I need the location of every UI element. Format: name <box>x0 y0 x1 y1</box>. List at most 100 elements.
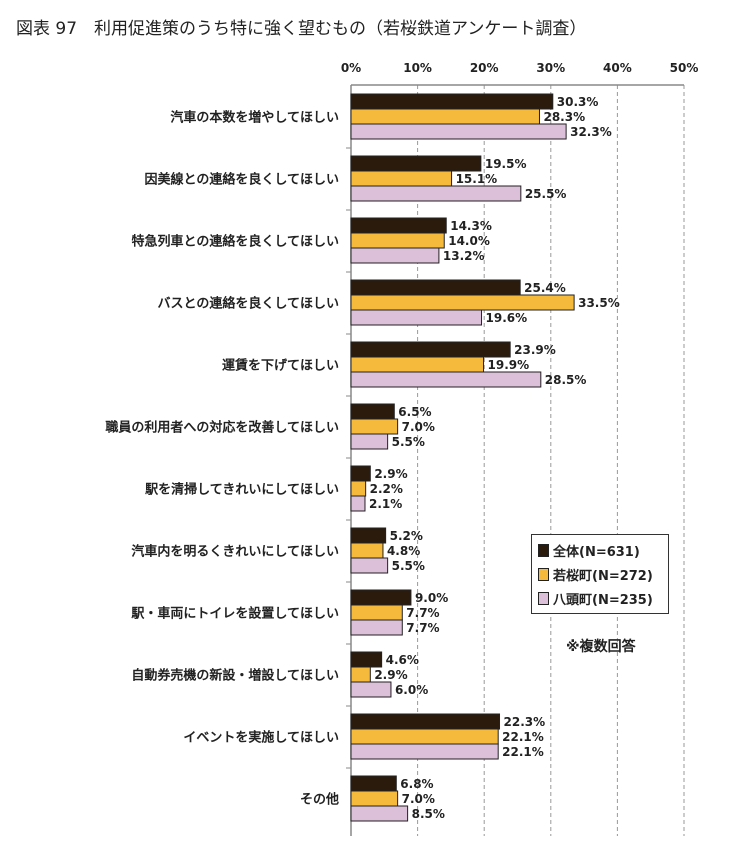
category-label: 特急列車との連絡を良くしてほしい <box>132 234 339 250</box>
bar <box>350 433 389 450</box>
legend-item: 若桜町(N=272) <box>538 562 662 586</box>
bar <box>350 309 483 326</box>
bar <box>350 371 542 388</box>
legend-item: 八頭町(N=235) <box>538 586 662 610</box>
category-label: 自動券売機の新設・増設してほしい <box>131 668 339 684</box>
data-label: 2.9% <box>374 467 407 481</box>
bar <box>350 341 511 358</box>
bar <box>350 108 540 125</box>
bar <box>350 155 482 172</box>
data-label: 19.5% <box>485 157 527 171</box>
bar <box>350 495 366 512</box>
data-label: 2.9% <box>374 668 407 682</box>
data-label: 5.5% <box>392 435 425 449</box>
data-label: 7.7% <box>406 606 439 620</box>
bar <box>350 527 387 544</box>
category-label: 駅・車両にトイレを設置してほしい <box>130 606 339 622</box>
data-label: 6.8% <box>400 777 433 791</box>
data-label: 6.0% <box>395 683 428 697</box>
bar <box>350 170 453 187</box>
bar <box>350 790 399 807</box>
bar <box>350 465 371 482</box>
data-label: 4.6% <box>386 653 419 667</box>
category-label: 駅を清掃してきれいにしてほしい <box>144 482 339 498</box>
data-label: 33.5% <box>578 296 620 310</box>
bar <box>350 356 485 373</box>
data-label: 28.5% <box>545 373 587 387</box>
data-label: 28.3% <box>543 110 585 124</box>
category-label: イベントを実施してほしい <box>183 730 339 746</box>
data-label: 6.5% <box>398 405 431 419</box>
bar <box>350 247 440 264</box>
x-tick-label: 10% <box>403 61 432 75</box>
category-label: 因美線との連絡を良くしてほしい <box>145 172 339 188</box>
legend-swatch <box>538 543 549 557</box>
bar <box>350 294 575 311</box>
bar <box>350 743 499 760</box>
category-label: バスとの連絡を良くしてほしい <box>158 296 339 312</box>
legend-item: 全体(N=631) <box>538 538 662 562</box>
x-tick-label: 20% <box>470 61 499 75</box>
category-label: その他 <box>300 792 339 808</box>
bar <box>350 713 501 730</box>
data-label: 2.1% <box>369 497 402 511</box>
x-tick-label: 40% <box>603 61 632 75</box>
bar <box>350 681 392 698</box>
bar <box>350 651 383 668</box>
data-label: 5.5% <box>392 559 425 573</box>
data-label: 22.1% <box>502 730 544 744</box>
bar <box>350 480 367 497</box>
bar <box>350 232 445 249</box>
data-label: 22.1% <box>502 745 544 759</box>
bar <box>350 728 499 745</box>
chart-title: 図表 97 利用促進策のうち特に強く望むもの（若桜鉄道アンケート調査） <box>16 19 587 39</box>
legend-label: 八頭町(N=235) <box>553 592 653 608</box>
bar <box>350 775 397 792</box>
data-label: 7.0% <box>402 792 435 806</box>
bar <box>350 604 403 621</box>
bar <box>350 557 389 574</box>
legend-label: 全体(N=631) <box>553 544 640 560</box>
data-label: 9.0% <box>415 591 448 605</box>
legend: 全体(N=631) 若桜町(N=272) 八頭町(N=235) <box>531 534 669 614</box>
bar <box>350 418 399 435</box>
x-tick-label: 0% <box>341 61 361 75</box>
bar <box>350 403 395 420</box>
legend-swatch <box>538 567 549 581</box>
data-label: 2.2% <box>370 482 403 496</box>
data-label: 25.5% <box>525 187 567 201</box>
bar <box>350 185 522 202</box>
data-label: 15.1% <box>456 172 498 186</box>
data-label: 7.7% <box>406 621 439 635</box>
category-label: 汽車内を明るくきれいにしてほしい <box>131 544 339 560</box>
data-label: 13.2% <box>443 249 485 263</box>
data-label: 14.3% <box>450 219 492 233</box>
bar <box>350 279 521 296</box>
category-label: 運賃を下げてほしい <box>222 358 339 374</box>
data-label: 5.2% <box>390 529 423 543</box>
data-label: 23.9% <box>514 343 556 357</box>
data-label: 25.4% <box>524 281 566 295</box>
data-label: 19.6% <box>486 311 528 325</box>
x-tick-label: 50% <box>670 61 699 75</box>
bar <box>350 93 554 110</box>
data-label: 7.0% <box>402 420 435 434</box>
data-label: 8.5% <box>412 807 445 821</box>
bar <box>350 805 409 822</box>
bar <box>350 542 384 559</box>
data-label: 4.8% <box>387 544 420 558</box>
data-label: 14.0% <box>448 234 490 248</box>
multiple-answer-note: ※複数回答 <box>566 639 636 655</box>
category-label: 汽車の本数を増やしてほしい <box>170 110 339 126</box>
bar <box>350 123 567 140</box>
category-label: 職員の利用者への対応を改善してほしい <box>105 420 339 436</box>
bar <box>350 217 447 234</box>
bar <box>350 666 371 683</box>
legend-swatch <box>538 591 549 605</box>
data-label: 30.3% <box>557 95 599 109</box>
bar <box>350 619 403 636</box>
bar <box>350 589 412 606</box>
data-label: 32.3% <box>570 125 612 139</box>
